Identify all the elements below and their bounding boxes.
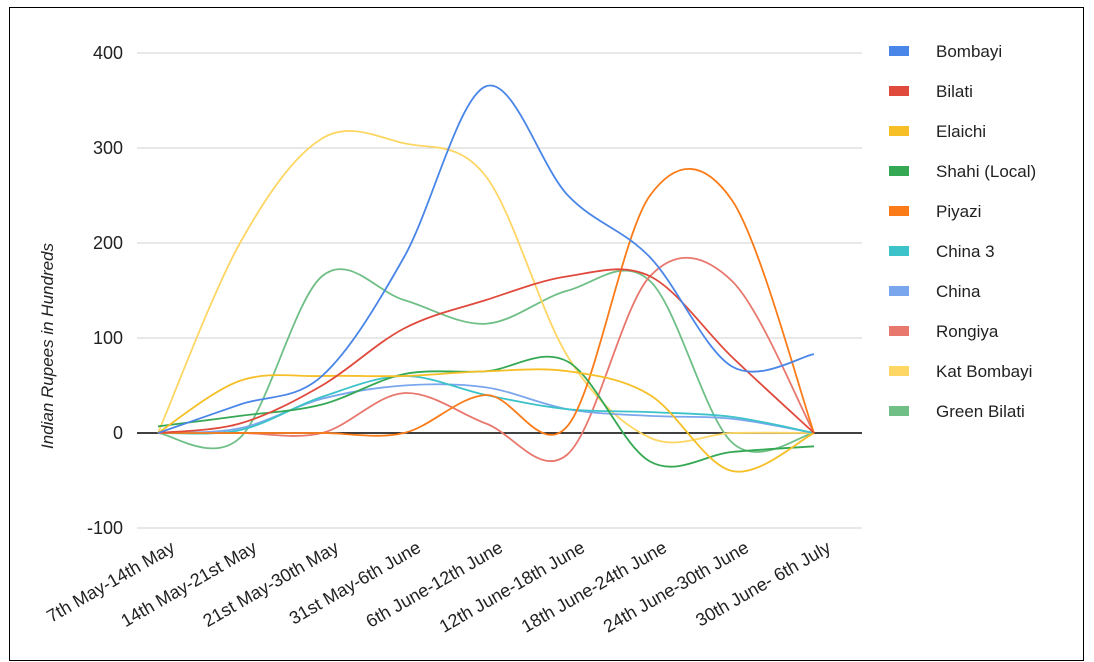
y-tick-labels: -100 0 100 200 300 400 — [87, 43, 123, 538]
x-tick-label: 21st May-30th May — [199, 537, 342, 631]
y-tick-label: 200 — [93, 233, 123, 253]
legend-swatch — [889, 126, 909, 136]
legend-swatch — [889, 166, 909, 176]
x-tick-label: 24th June-30th June — [600, 537, 752, 636]
legend-item: China 3 — [889, 242, 995, 261]
x-tick-label: 12th June-18th June — [436, 537, 588, 636]
legend-swatch — [889, 206, 909, 216]
legend-label: Piyazi — [936, 202, 981, 221]
legend-label: Shahi (Local) — [936, 162, 1036, 181]
x-tick-label: 6th June-12th June — [363, 537, 506, 631]
grid-lines — [137, 52, 862, 529]
series-line-kat-bombayi — [157, 130, 815, 444]
series-line-bombayi — [157, 84, 815, 434]
legend-swatch — [889, 366, 909, 376]
y-tick-label: 300 — [93, 138, 123, 158]
x-tick-label: 30th June- 6th July — [692, 537, 834, 630]
legend: Bombayi Bilati Elaichi Shahi (Local) Piyazi C… — [889, 42, 1036, 421]
legend-swatch — [889, 286, 909, 296]
series-line-elaichi — [157, 368, 815, 473]
y-tick-label: 400 — [93, 43, 123, 63]
legend-label: Green Bilati — [936, 402, 1025, 421]
y-tick-label: 0 — [113, 423, 123, 443]
x-tick-label: 14th May-21st May — [117, 537, 260, 631]
chart-frame: -100 0 100 200 300 400 7th May-14th May 14th M… — [9, 7, 1084, 661]
legend-swatch — [889, 246, 909, 256]
series-line-china-3 — [157, 375, 815, 435]
x-tick-label: 18th June-24th June — [518, 537, 670, 636]
series-line-bilati — [157, 268, 815, 434]
series-line-piyazi — [157, 168, 815, 437]
legend-swatch — [889, 326, 909, 336]
legend-item: Bombayi — [889, 42, 1002, 61]
y-axis-label: Indian Rupees in Hundreds — [38, 242, 57, 449]
legend-item: Piyazi — [889, 202, 981, 221]
series-line-rongiya — [157, 256, 815, 462]
legend-swatch — [889, 46, 909, 56]
legend-label: Kat Bombayi — [936, 362, 1032, 381]
legend-label: China 3 — [936, 242, 995, 261]
series-lines — [157, 84, 815, 473]
legend-label: Bombayi — [936, 42, 1002, 61]
legend-swatch — [889, 86, 909, 96]
legend-label: Rongiya — [936, 322, 999, 341]
legend-label: China — [936, 282, 981, 301]
legend-item: Shahi (Local) — [889, 162, 1036, 181]
legend-swatch — [889, 406, 909, 416]
series-line-china — [157, 383, 815, 434]
legend-label: Elaichi — [936, 122, 986, 141]
legend-item: Rongiya — [889, 322, 999, 341]
legend-item: Elaichi — [889, 122, 986, 141]
legend-item: Green Bilati — [889, 402, 1025, 421]
y-tick-label: 100 — [93, 328, 123, 348]
legend-item: China — [889, 282, 981, 301]
y-tick-label: -100 — [87, 518, 123, 538]
legend-item: Kat Bombayi — [889, 362, 1032, 381]
legend-label: Bilati — [936, 82, 973, 101]
legend-item: Bilati — [889, 82, 973, 101]
